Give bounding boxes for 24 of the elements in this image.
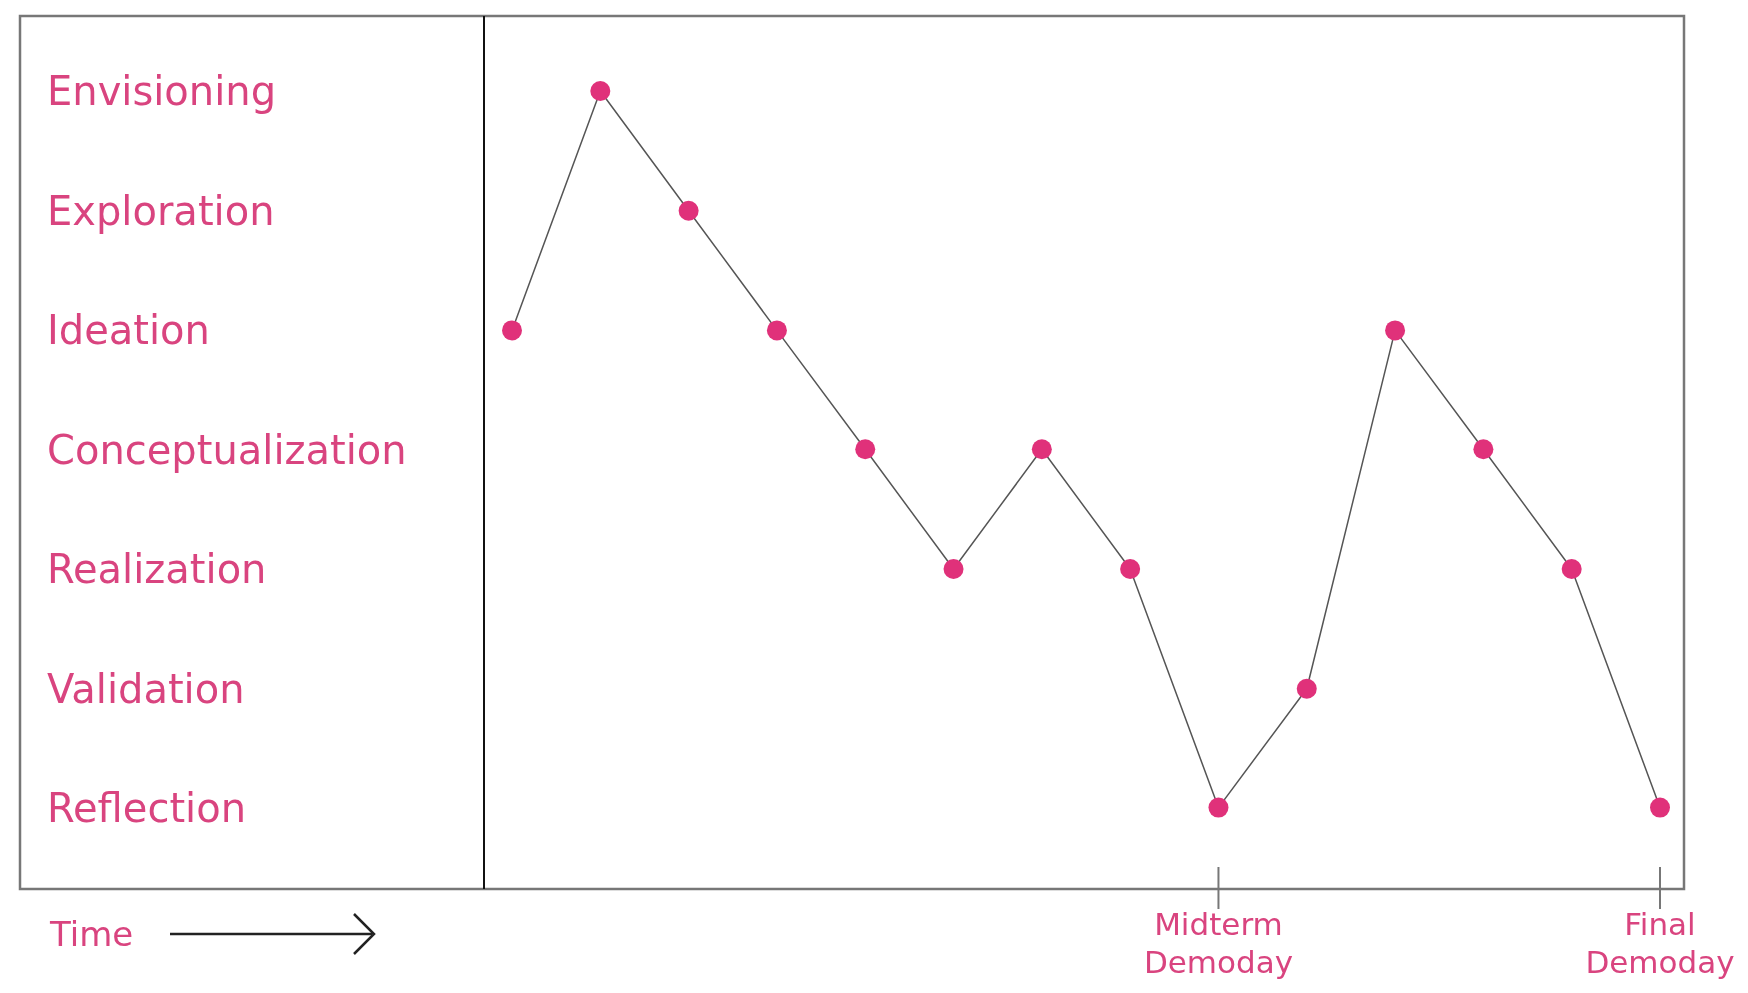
text: Exploration — [47, 187, 275, 234]
text: Envisioning — [47, 68, 277, 114]
text: Conceptualization — [47, 426, 407, 473]
point — [855, 439, 876, 460]
point — [1120, 559, 1141, 579]
x-tick-label: Midterm Demoday — [1143, 906, 1294, 980]
point — [502, 320, 522, 341]
point — [766, 320, 787, 341]
point — [943, 559, 964, 579]
text: Ideation — [47, 307, 210, 353]
point — [1296, 678, 1317, 699]
x-tick-label: Final Demoday — [1585, 906, 1735, 980]
point — [678, 200, 699, 221]
text: Realization — [47, 546, 267, 592]
text: Validation — [47, 665, 245, 712]
point — [1385, 320, 1406, 341]
point — [1031, 439, 1052, 460]
point — [1650, 797, 1670, 818]
text: Reflection — [47, 785, 247, 831]
point — [1561, 559, 1582, 579]
text: Time — [49, 914, 134, 954]
point — [1208, 797, 1229, 818]
point — [590, 81, 611, 101]
point — [1473, 439, 1494, 460]
